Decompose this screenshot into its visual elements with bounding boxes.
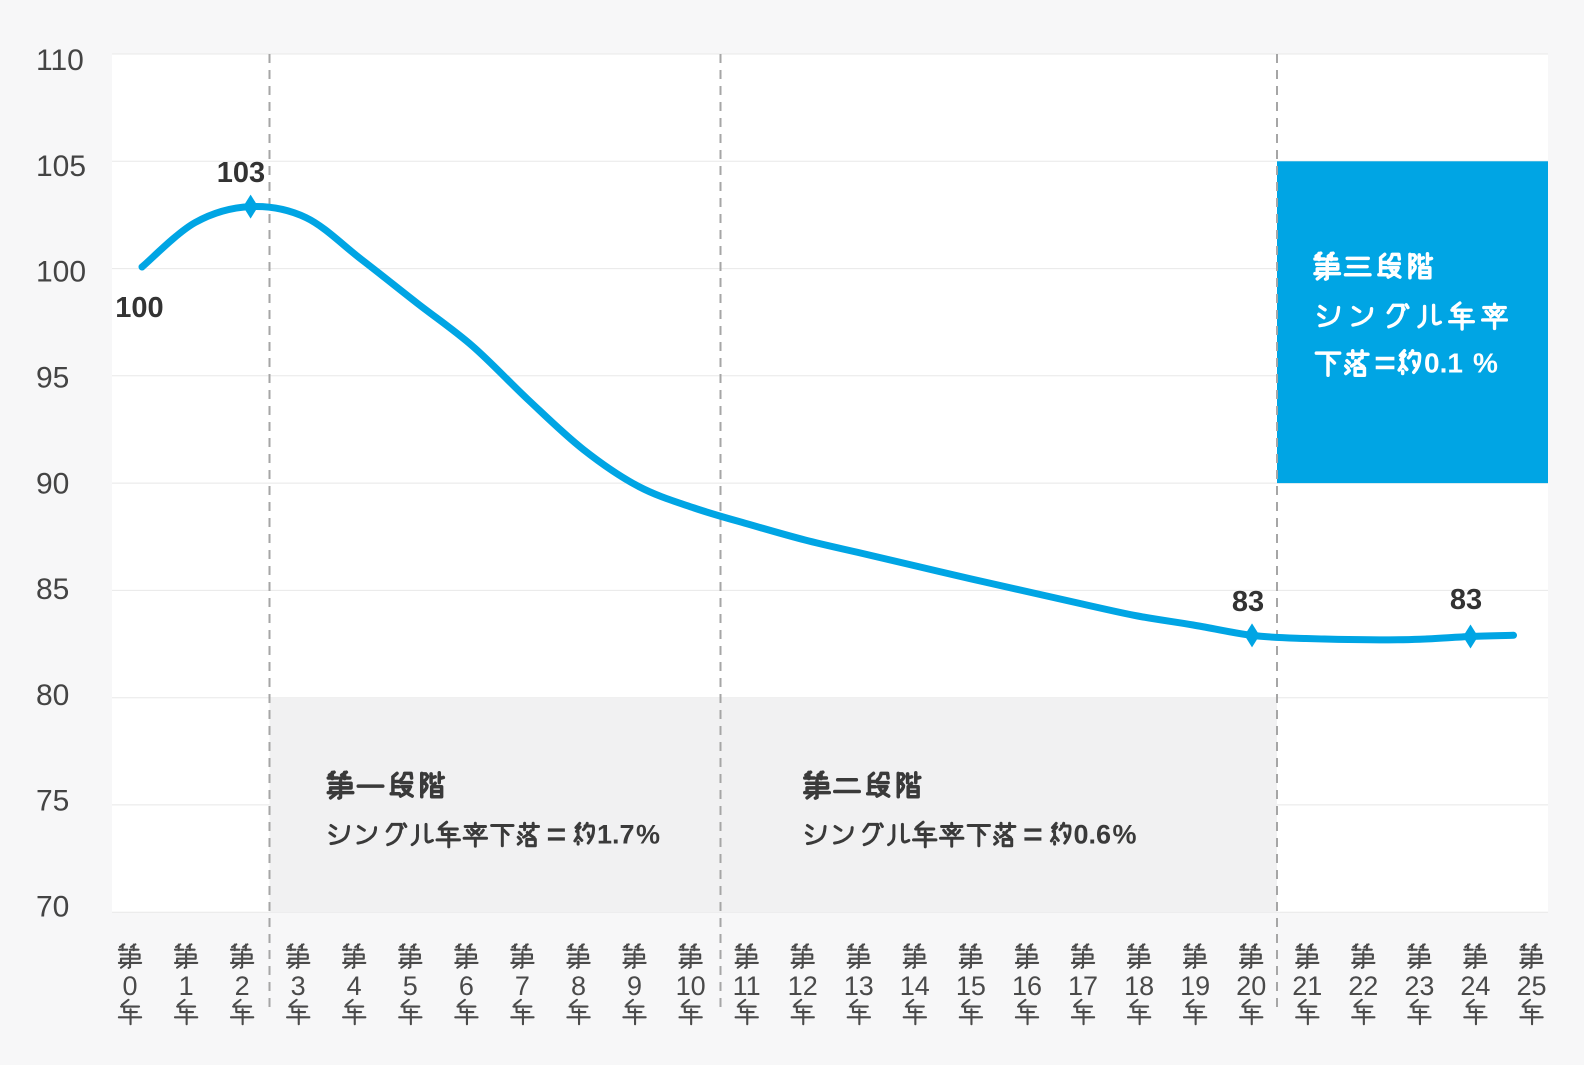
svg-text:83: 83: [1232, 586, 1264, 618]
svg-text:1: 1: [179, 971, 194, 1001]
svg-text:13: 13: [844, 971, 874, 1001]
svg-text:90: 90: [36, 467, 69, 500]
svg-text:10: 10: [676, 971, 706, 1001]
svg-text:70: 70: [36, 891, 69, 924]
svg-text:95: 95: [36, 362, 69, 395]
svg-text:14: 14: [900, 971, 930, 1001]
svg-text:25: 25: [1516, 971, 1546, 1001]
svg-text:12: 12: [788, 971, 818, 1001]
svg-text:105: 105: [36, 150, 86, 183]
svg-text:2: 2: [235, 971, 250, 1001]
svg-text:80: 80: [36, 679, 69, 712]
svg-text:0.1: 0.1: [1424, 348, 1463, 379]
svg-text:%: %: [1113, 820, 1137, 850]
svg-text:16: 16: [1012, 971, 1042, 1001]
svg-text:3: 3: [291, 971, 306, 1001]
svg-text:18: 18: [1124, 971, 1154, 1001]
svg-text:%: %: [636, 820, 660, 850]
svg-text:100: 100: [115, 292, 163, 324]
svg-text:1.7: 1.7: [597, 820, 635, 850]
svg-text:100: 100: [36, 256, 86, 289]
svg-text:17: 17: [1068, 971, 1098, 1001]
svg-text:22: 22: [1348, 971, 1378, 1001]
svg-text:19: 19: [1180, 971, 1210, 1001]
svg-text:9: 9: [627, 971, 642, 1001]
svg-text:7: 7: [515, 971, 530, 1001]
svg-text:110: 110: [36, 44, 84, 77]
svg-text:4: 4: [347, 971, 362, 1001]
svg-text:75: 75: [36, 785, 69, 818]
svg-text:23: 23: [1404, 971, 1434, 1001]
svg-text:5: 5: [403, 971, 418, 1001]
svg-text:103: 103: [217, 157, 265, 189]
svg-text:15: 15: [956, 971, 986, 1001]
svg-text:85: 85: [36, 573, 69, 606]
svg-text:%: %: [1473, 348, 1498, 379]
svg-text:8: 8: [571, 971, 586, 1001]
svg-text:21: 21: [1292, 971, 1322, 1001]
svg-text:0.6: 0.6: [1074, 820, 1112, 850]
svg-text:11: 11: [733, 971, 761, 1001]
svg-text:24: 24: [1460, 971, 1490, 1001]
svg-text:0: 0: [122, 971, 137, 1001]
svg-text:83: 83: [1450, 584, 1482, 616]
svg-text:6: 6: [459, 971, 474, 1001]
svg-text:20: 20: [1236, 971, 1266, 1001]
